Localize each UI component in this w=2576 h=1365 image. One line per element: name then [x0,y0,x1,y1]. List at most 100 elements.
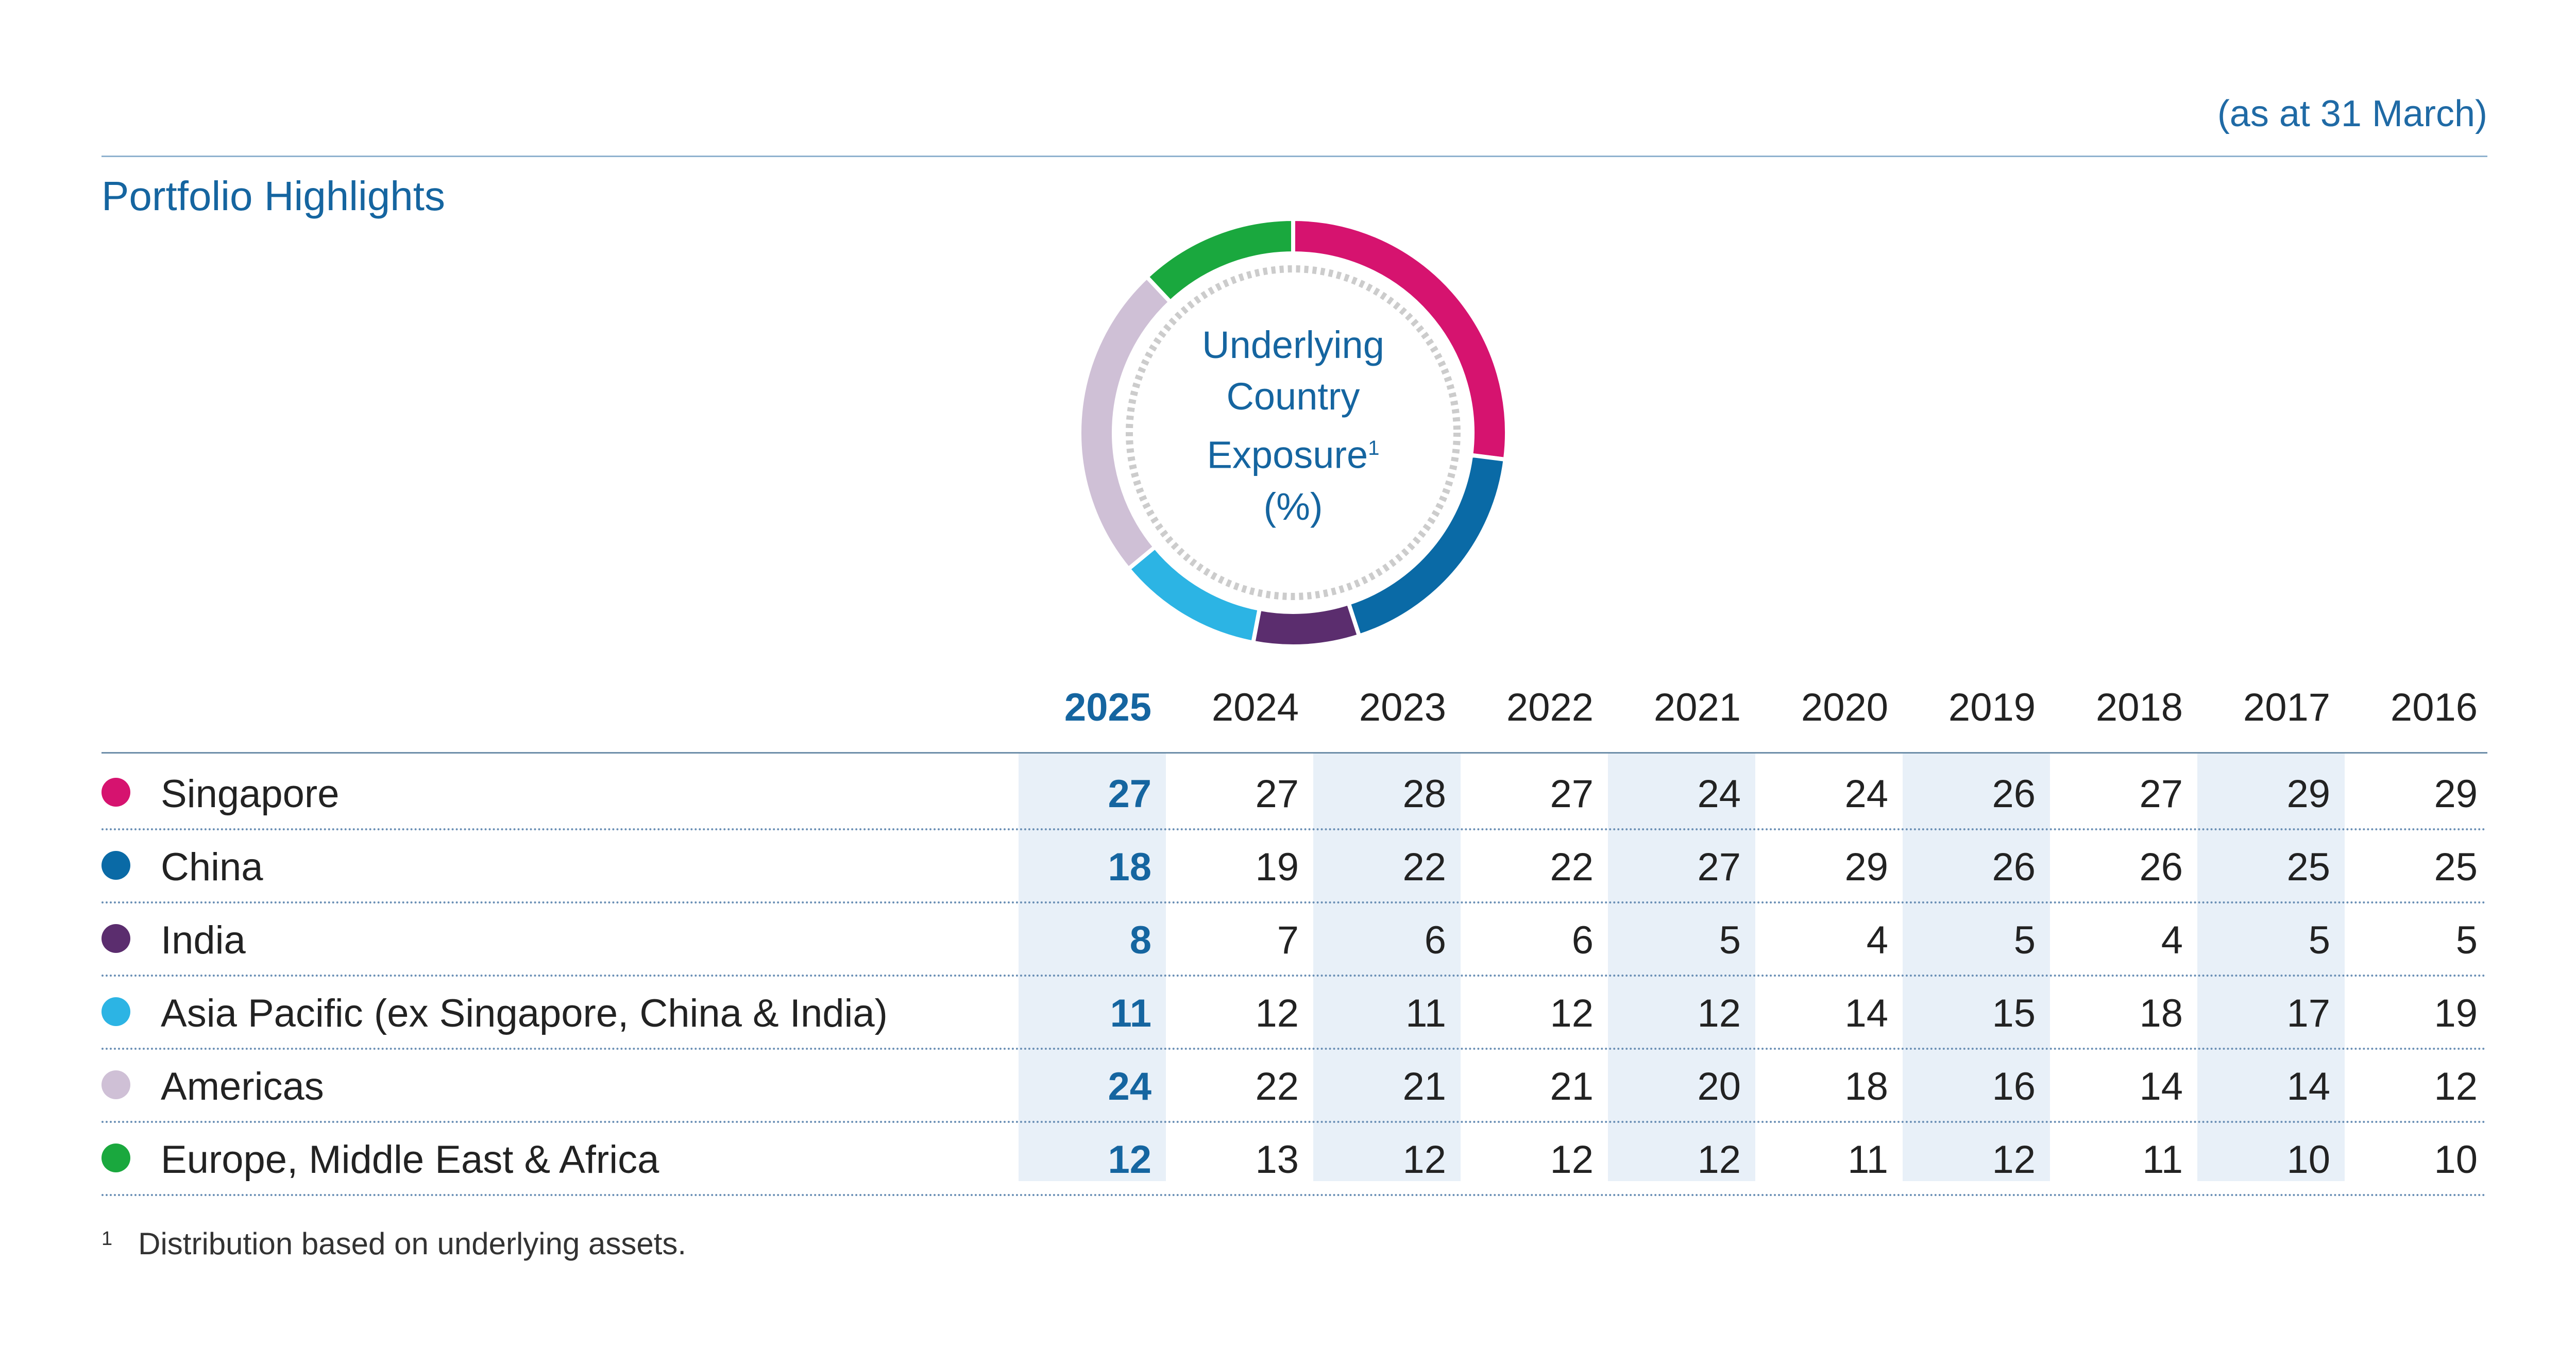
row-label: India [161,918,246,962]
cell-2019: 26 [1992,772,2036,816]
legend-dot [101,1144,130,1172]
cell-2023: 11 [1405,992,1446,1035]
column-band-2021 [1608,754,1755,1181]
cell-2017: 17 [2286,992,2330,1035]
cell-2024: 12 [1255,992,1299,1035]
donut-slice-europe-middle-east-africa [1144,216,1295,305]
cell-2023: 21 [1402,1065,1446,1108]
legend-dot [101,997,130,1026]
cell-2023: 28 [1402,772,1446,816]
cell-2017: 14 [2286,1065,2330,1108]
column-shading [101,754,2487,1181]
cell-2017: 10 [2286,1138,2330,1182]
table-row: India 8 7 6 6 5 4 5 4 5 5 [101,903,2487,977]
cell-2018: 18 [2139,992,2183,1035]
donut-slice-india [1250,600,1362,649]
column-header-2018: 2018 [2095,686,2183,729]
cell-2019: 15 [1992,992,2036,1035]
cell-2018: 26 [2139,845,2183,889]
top-divider [101,156,2487,157]
table-row: Singapore 27 27 28 27 24 24 26 27 29 29 [101,757,2487,830]
cell-2022: 22 [1550,845,1594,889]
cell-2016: 5 [2455,918,2478,962]
column-header-2024: 2024 [1211,686,1299,729]
footnote: 1 Distribution based on underlying assets… [101,1226,687,1261]
as-at-date: (as at 31 March) [2217,93,2487,134]
cell-2024: 19 [1255,845,1299,889]
cell-2020: 14 [1844,992,1888,1035]
cell-2022: 12 [1550,1138,1594,1182]
cell-2024: 22 [1255,1065,1299,1108]
column-header-2019: 2019 [1948,686,2036,729]
cell-2023: 6 [1424,918,1446,962]
cell-2020: 29 [1844,845,1888,889]
column-header-2020: 2020 [1801,686,1888,729]
cell-2017: 5 [2308,918,2330,962]
cell-2024: 27 [1255,772,1299,816]
cell-2021: 12 [1697,992,1741,1035]
cell-2023: 22 [1402,845,1446,889]
cell-2023: 12 [1402,1138,1446,1182]
column-band-2023 [1313,754,1461,1181]
row-label: China [161,845,263,889]
row-label: Americas [161,1065,324,1108]
column-header-2021: 2021 [1653,686,1741,729]
legend-dot [101,924,130,953]
cell-2016: 25 [2434,845,2478,889]
cell-2018: 27 [2139,772,2183,816]
cell-2019: 16 [1992,1065,2036,1108]
cell-2025: 12 [1108,1138,1151,1182]
donut-label-line1: Underlying [1202,323,1384,366]
cell-2017: 25 [2286,845,2330,889]
cell-2016: 12 [2434,1065,2478,1108]
column-header-2023: 2023 [1359,686,1446,729]
legend-dot [101,1070,130,1099]
cell-2025: 18 [1108,845,1151,889]
cell-2019: 26 [1992,845,2036,889]
donut-center-label: Underlying Country Exposure1 (%) [1149,319,1437,533]
exposure-donut-chart [1077,216,1509,649]
page-title: Portfolio Highlights [101,173,445,219]
table-row: Asia Pacific (ex Singapore, China & Indi… [101,977,2487,1050]
cell-2021: 5 [1719,918,1741,962]
cell-2022: 6 [1571,918,1594,962]
donut-label-line3: Exposure1 [1207,433,1380,476]
cell-2020: 11 [1848,1138,1888,1182]
cell-2025: 11 [1110,992,1151,1035]
cell-2025: 24 [1108,1065,1151,1108]
row-label: Europe, Middle East & Africa [161,1138,659,1182]
column-band-2025 [1019,754,1166,1181]
donut-inner-dashed-ring [1126,265,1461,600]
cell-2018: 4 [2161,918,2183,962]
cell-2024: 7 [1277,918,1299,962]
table-row: China 18 19 22 22 27 29 26 26 25 25 [101,830,2487,903]
cell-2016: 10 [2434,1138,2478,1182]
cell-2020: 24 [1844,772,1888,816]
cell-2020: 18 [1844,1065,1888,1108]
column-header-2025: 2025 [1064,686,1151,729]
cell-2018: 14 [2139,1065,2183,1108]
table-header: 2025 2024 2023 2022 2021 2020 2019 2018 2017 2016 [101,675,2487,757]
cell-2021: 27 [1697,845,1741,889]
legend-dot [101,851,130,880]
row-label: Singapore [161,772,340,816]
cell-2021: 20 [1697,1065,1741,1108]
column-header-2017: 2017 [2243,686,2330,729]
donut-label-line4: (%) [1263,485,1323,528]
column-band-2019 [1903,754,2050,1181]
cell-2021: 12 [1697,1138,1741,1182]
cell-2019: 5 [2013,918,2036,962]
cell-2022: 27 [1550,772,1594,816]
cell-2022: 21 [1550,1065,1594,1108]
cell-2016: 19 [2434,992,2478,1035]
cell-2025: 27 [1108,772,1151,816]
cell-2019: 12 [1992,1138,2036,1182]
column-band-2017 [2197,754,2345,1181]
cell-2022: 12 [1550,992,1594,1035]
header-divider [101,752,2487,754]
legend-dot [101,778,130,807]
cell-2024: 13 [1255,1138,1299,1182]
row-label: Asia Pacific (ex Singapore, China & Indi… [161,992,888,1035]
table-row: Europe, Middle East & Africa 12 13 12 12 12 11… [101,1123,2487,1196]
table-row: Americas 24 22 21 21 20 18 16 14 14 12 [101,1050,2487,1123]
